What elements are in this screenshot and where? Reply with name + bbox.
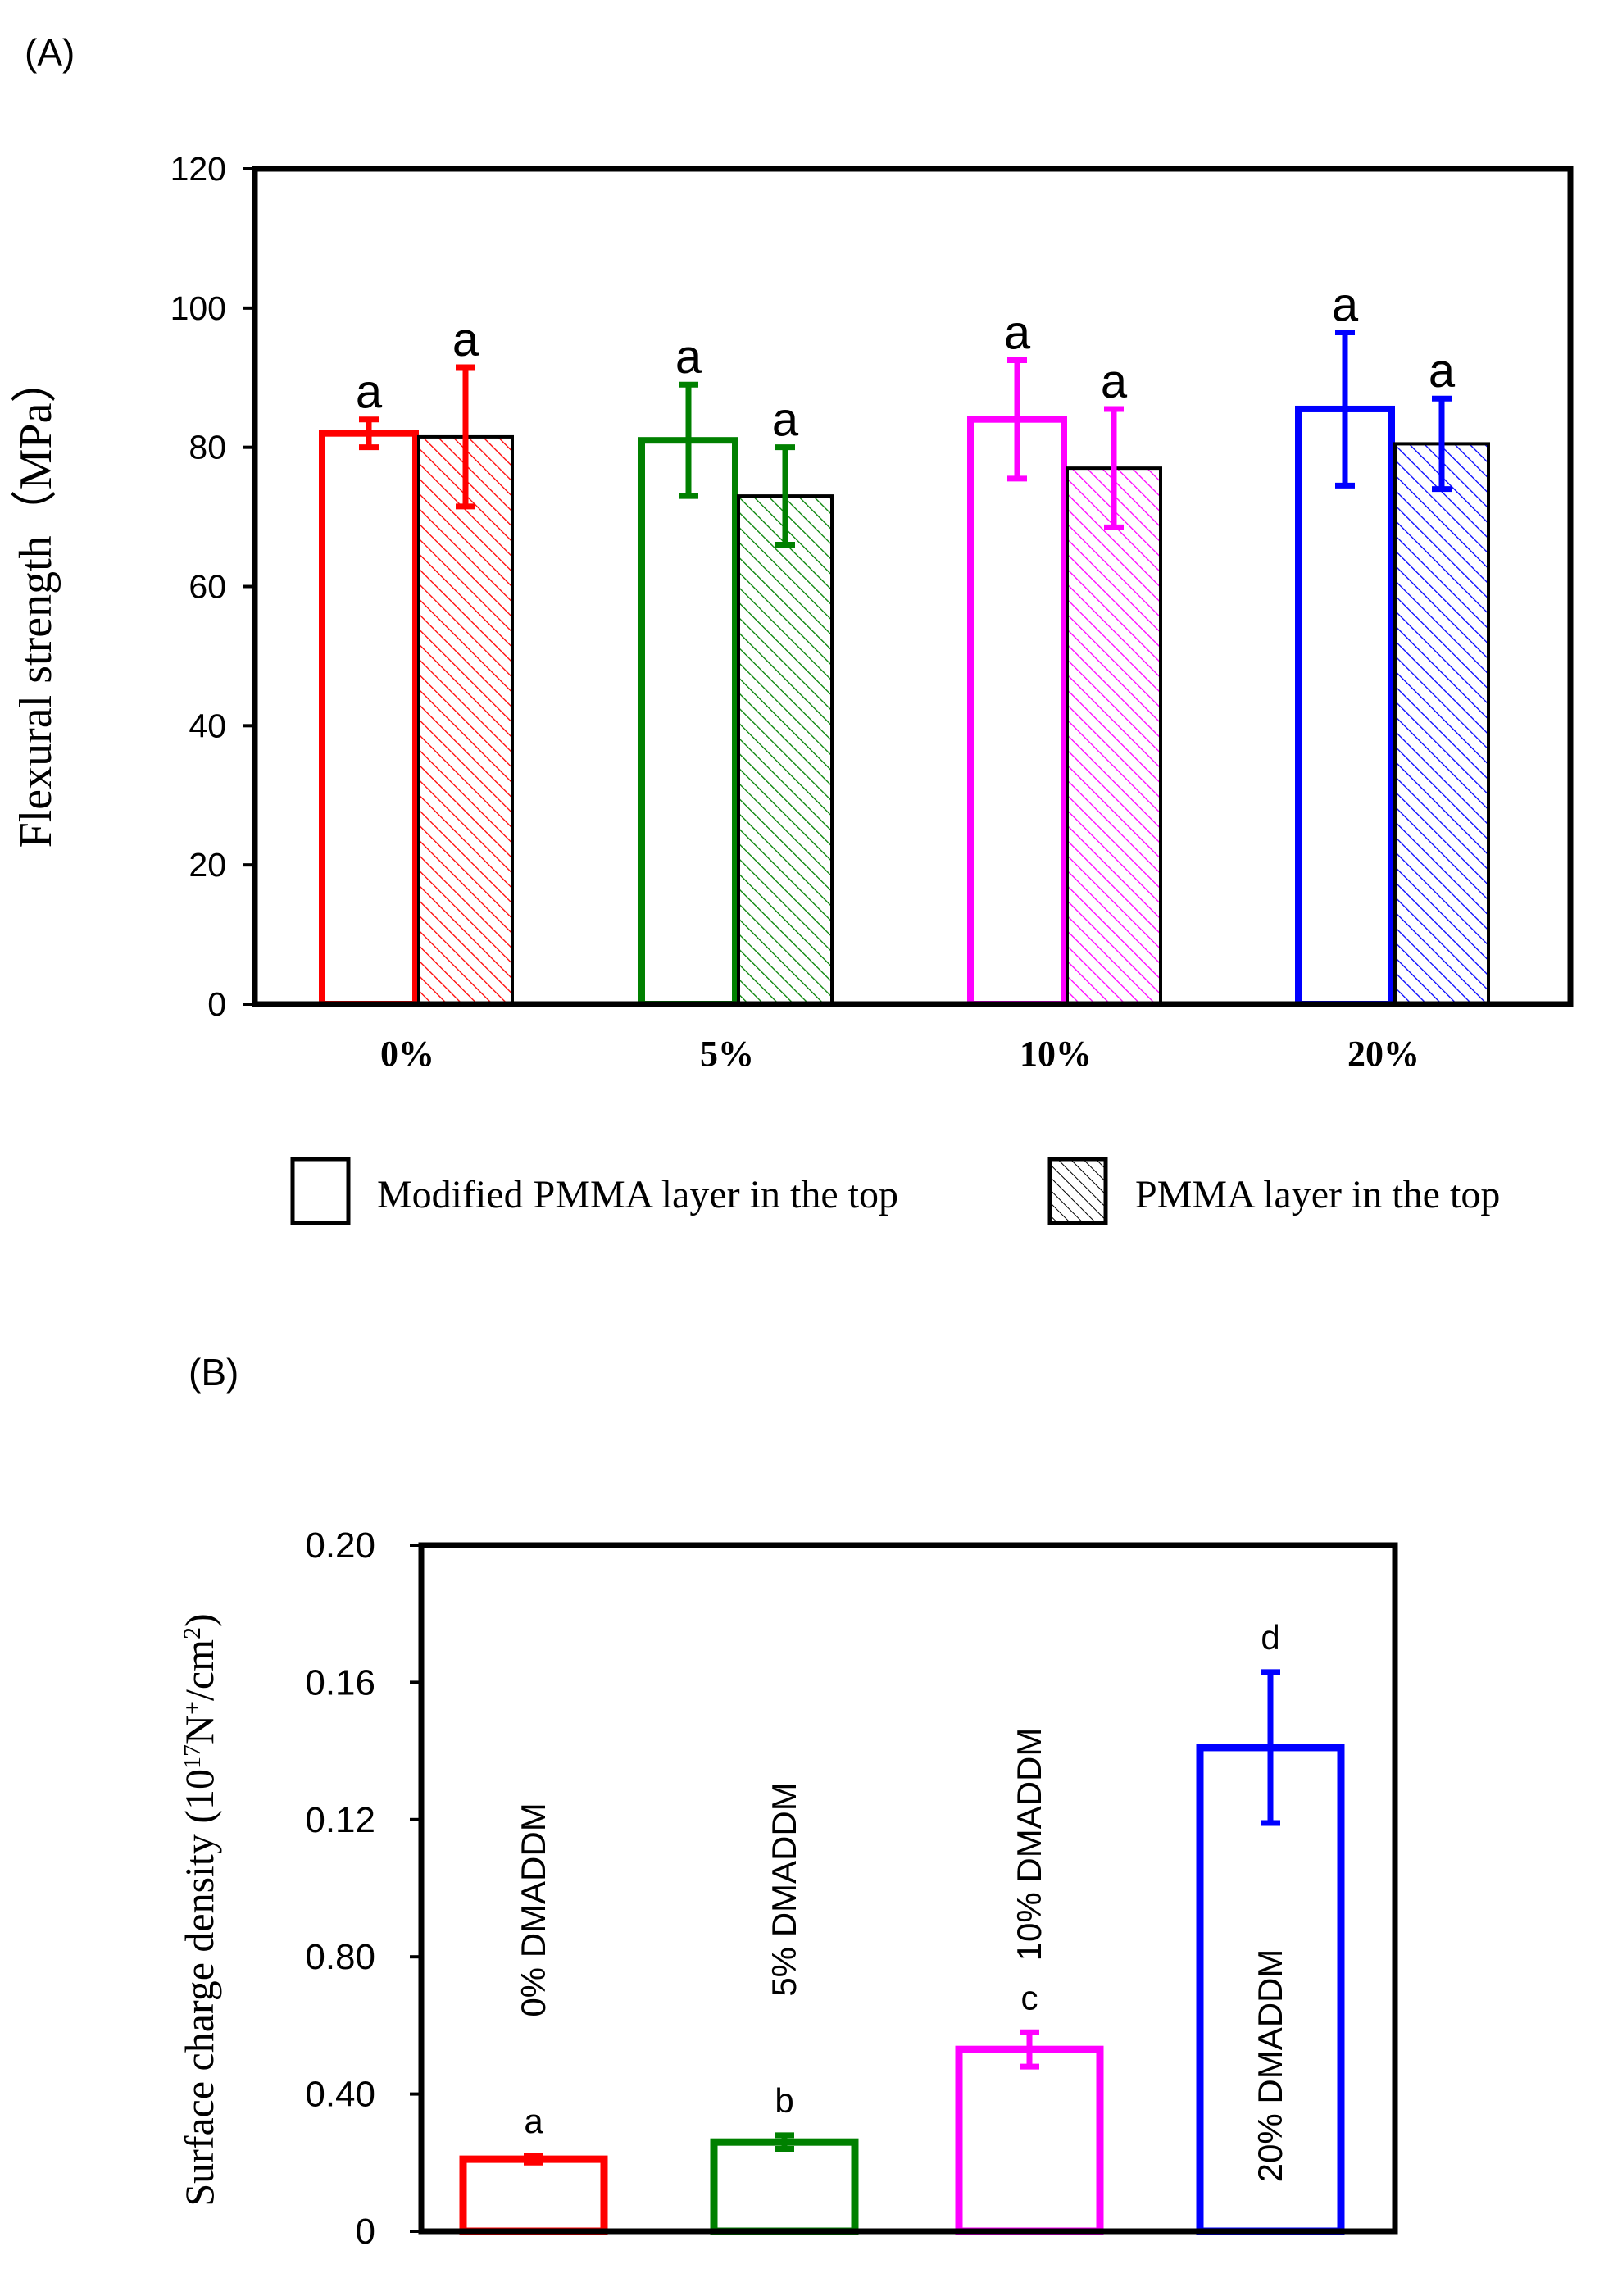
panel-a-x-tick-label: 20% [1347, 1034, 1420, 1074]
panel-b-bar [955, 2045, 1104, 2235]
panel-a-y-tick-label: 60 [189, 568, 226, 606]
panel-b-bar-label: 20% DMADDM [1251, 1949, 1289, 2183]
panel-a-bar-pmma [417, 434, 514, 1006]
panel-b-y-tick-label: 0.20 [305, 1525, 375, 1566]
panel-b-y-tick-label: 0.16 [305, 1662, 375, 1703]
panel-b-significance-letter: a [524, 2102, 543, 2140]
panel-b-bar-label: 5% DMADDM [765, 1782, 803, 1996]
panel-b-y-axis-title: Surface charge density (1017N+/cm2) [176, 1613, 222, 2206]
panel-a-bars [319, 405, 1490, 1007]
panel-b-bar [710, 2138, 859, 2235]
panel-b-y-tick-label: 0 [356, 2212, 375, 2252]
panel-a-significance-letter: a [675, 330, 702, 384]
panel-a-significance-letter: a [1101, 355, 1128, 408]
panel-a-error-bars [359, 330, 1452, 548]
panel-b-bar-label: 10% DMADDM [1010, 1728, 1048, 1962]
panel-a-bar-pmma [1393, 442, 1490, 1006]
panel-b-bars [459, 1744, 1345, 2235]
panel-a-y-ticks: 0 20 40 60 80 100 120 [170, 150, 255, 1023]
panel-a-x-ticks: 0% 5% 10% 20% [380, 1034, 1420, 1074]
panel-a-significance-letter: a [772, 393, 799, 447]
panel-a-significance-letter: a [1004, 307, 1031, 360]
panel-a-y-axis-title: Flexural strength（MPa） [11, 357, 61, 848]
panel-a-y-tick-label: 80 [189, 429, 226, 466]
panel-a: (A) Flexural strength（MPa） 0 20 40 60 80 100 1… [11, 31, 1574, 1225]
panel-a-y-tick-label: 20 [189, 846, 226, 884]
panel-a-significance-letter: a [452, 313, 479, 366]
panel-a-bar-modified [967, 416, 1067, 1007]
panel-b-y-ticks: 0 0.40 0.80 0.12 0.16 0.20 [305, 1525, 421, 2252]
panel-b: (B) Surface charge density (1017N+/cm2) … [176, 1351, 1398, 2252]
panel-b-y-tick-label: 0.40 [305, 2075, 375, 2115]
panel-a-label: (A) [25, 31, 75, 74]
panel-a-bar-pmma [1066, 466, 1162, 1006]
panel-a-bar-modified [638, 437, 738, 1007]
panel-a-x-tick-label: 5% [700, 1034, 754, 1074]
panel-a-y-tick-label: 120 [170, 150, 226, 188]
panel-b-y-tick-label: 0.12 [305, 1800, 375, 1840]
legend-swatch-open [290, 1157, 351, 1225]
panel-a-x-tick-label: 10% [1020, 1034, 1092, 1074]
panel-b-significance-letter: c [1021, 1978, 1038, 2016]
panel-a-plot-frame [252, 166, 1574, 1007]
panel-a-bar-pmma [737, 494, 834, 1006]
panel-a-y-tick-label: 0 [207, 985, 226, 1023]
panel-b-bar [1196, 1744, 1345, 2235]
panel-b-significance-letter: d [1261, 1618, 1279, 1657]
panel-a-x-tick-label: 0% [380, 1034, 434, 1074]
panel-b-error-bars [524, 1669, 1280, 2166]
panel-b-plot-frame [418, 1542, 1398, 2235]
legend-label-pmma: PMMA layer in the top [1135, 1173, 1500, 1216]
panel-b-bar [459, 2155, 608, 2235]
panel-a-significance-letter: a [356, 366, 383, 419]
panel-b-significance-letters: a b c d [524, 1618, 1279, 2140]
panel-b-y-tick-label: 0.80 [305, 1937, 375, 1977]
panel-b-bar-labels: 0% DMADDM 5% DMADDM 10% DMADDM 20% DMADDM [514, 1728, 1289, 2183]
panel-a-y-tick-label: 100 [170, 289, 226, 327]
panel-a-legend: Modified PMMA layer in the top PMMA laye… [290, 1157, 1500, 1225]
panel-b-bar-label: 0% DMADDM [514, 1803, 552, 2016]
panel-a-significance-letter: a [1429, 344, 1456, 398]
panel-b-significance-letter: b [775, 2081, 793, 2120]
panel-a-significance-letter: a [1332, 279, 1359, 332]
panel-a-bar-modified [1295, 405, 1395, 1007]
panel-a-bar-modified [319, 430, 419, 1007]
panel-a-significance-letters: a a a a a a a a [356, 279, 1456, 447]
panel-a-y-tick-label: 40 [189, 707, 226, 744]
panel-b-label: (B) [189, 1351, 239, 1394]
legend-label-modified: Modified PMMA layer in the top [377, 1173, 898, 1216]
legend-swatch-hatched [1047, 1157, 1108, 1225]
